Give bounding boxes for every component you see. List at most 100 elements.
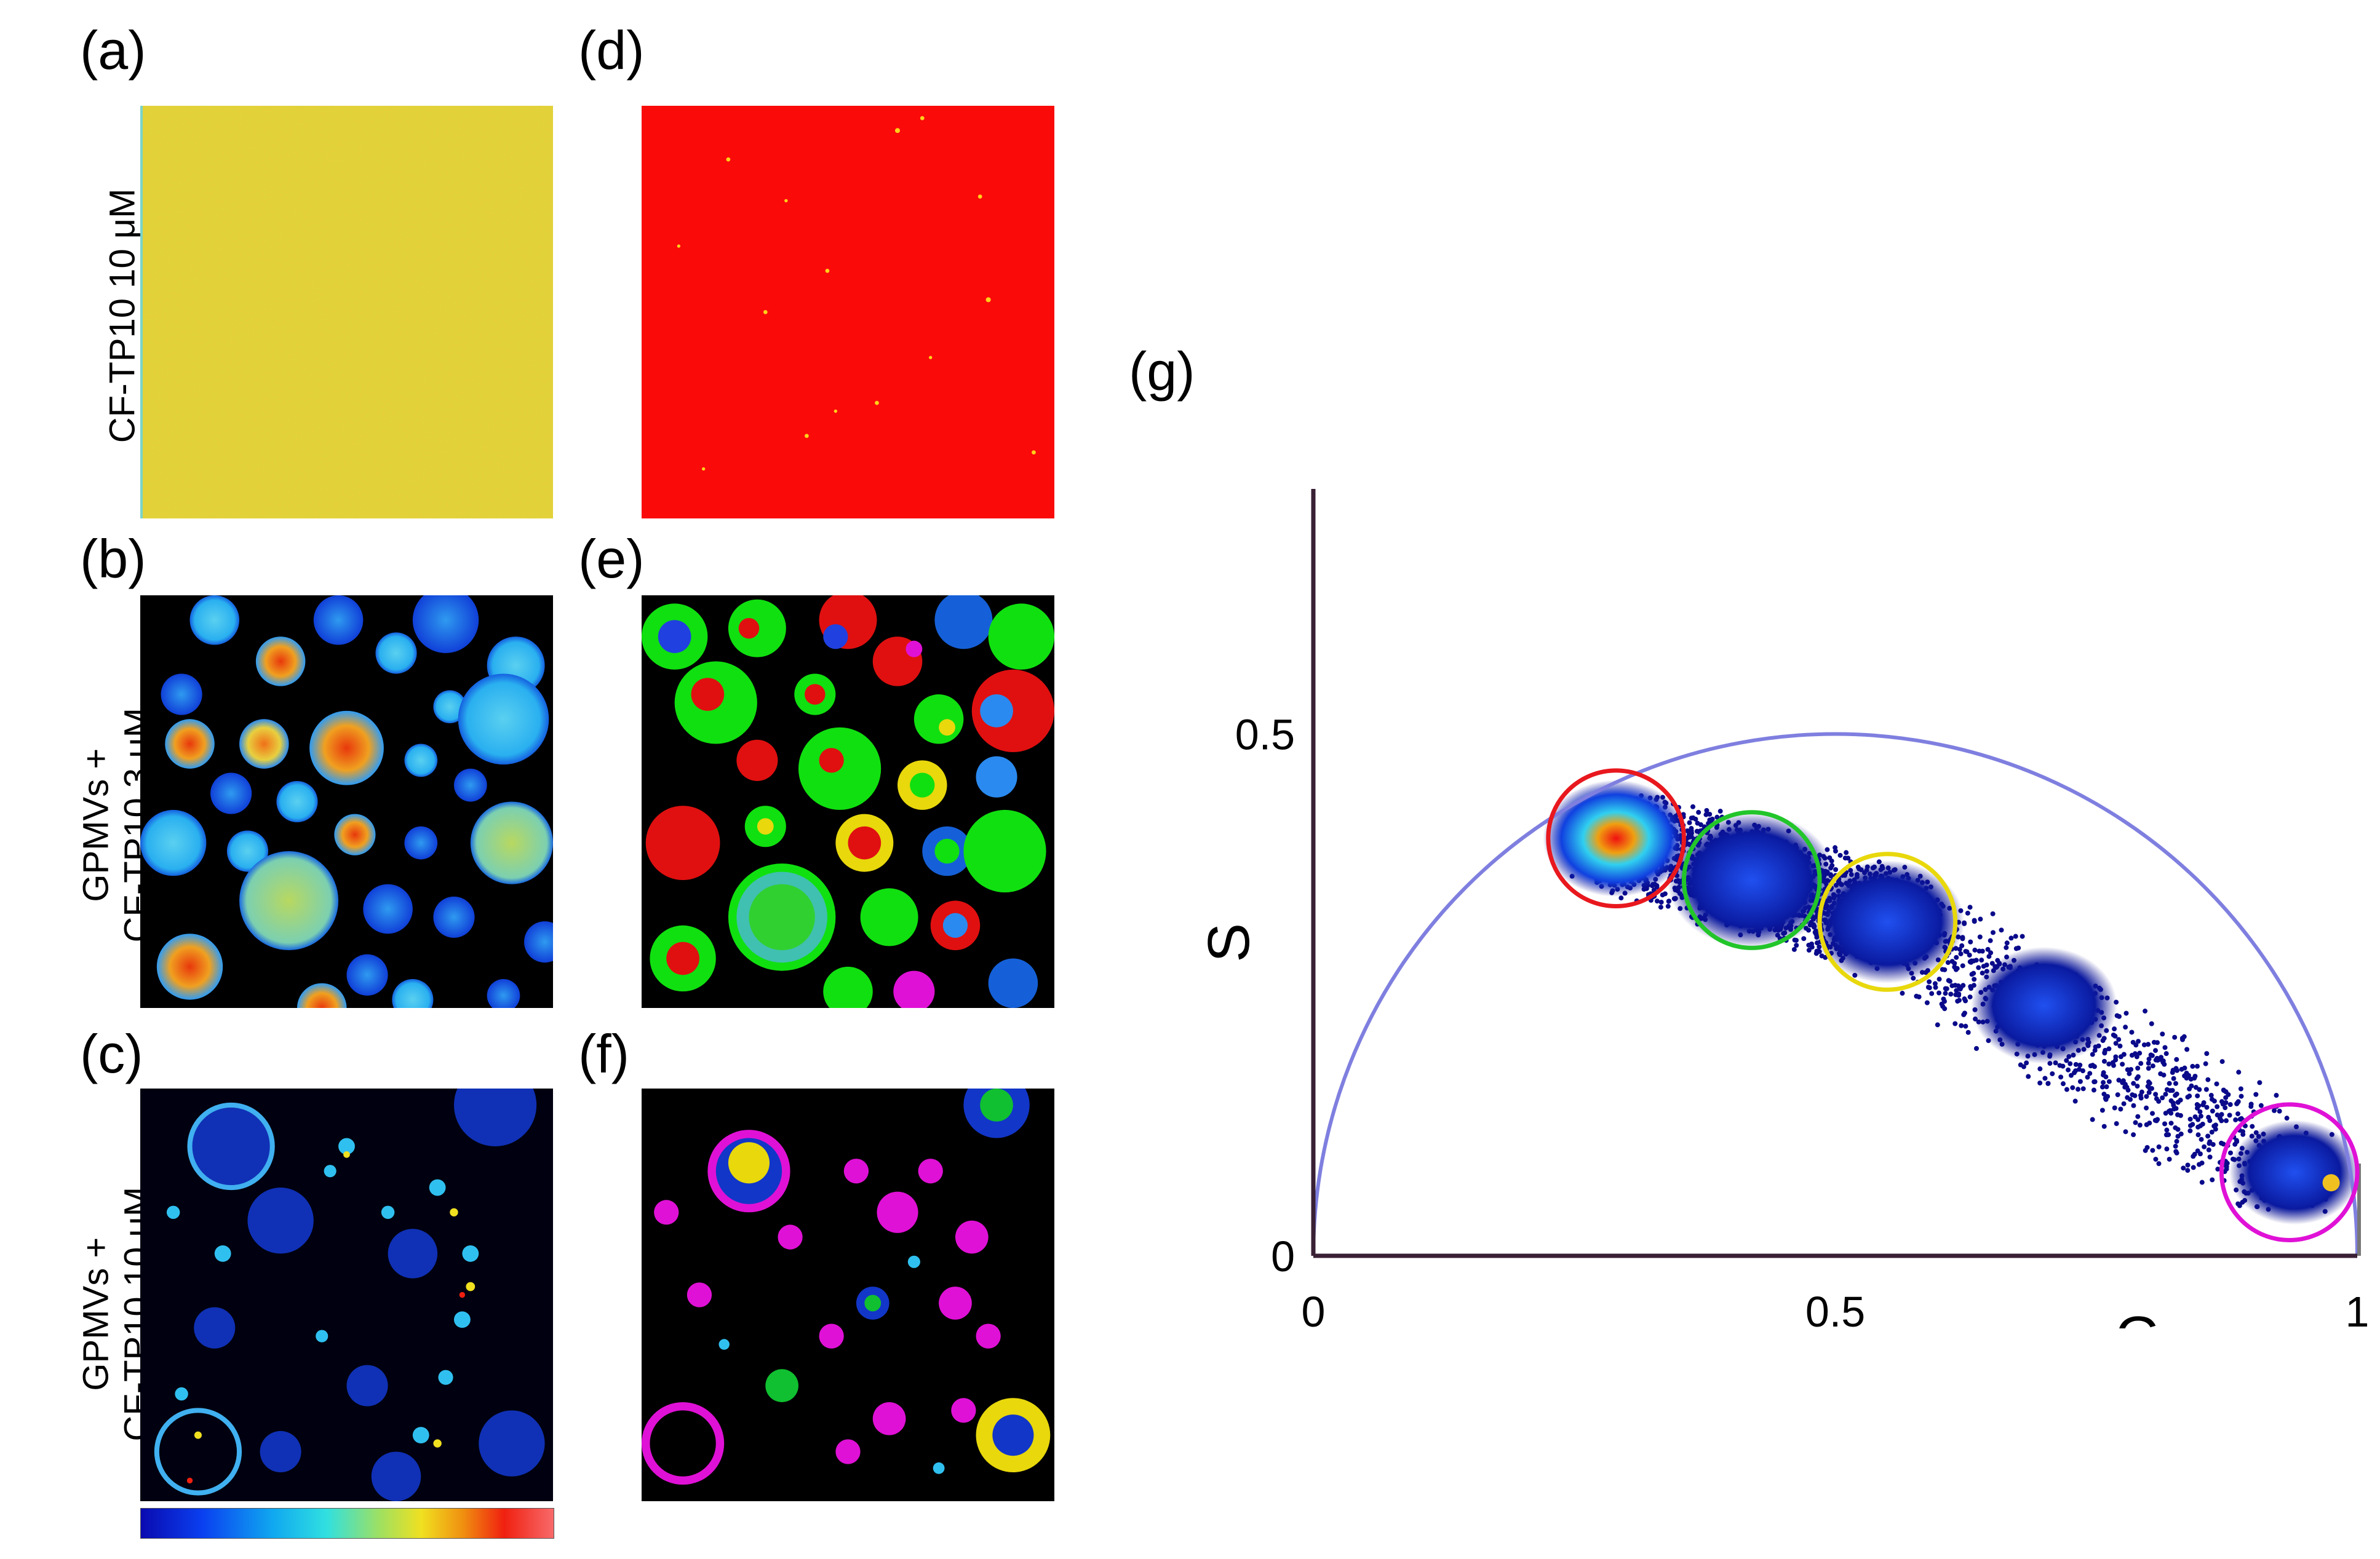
cloud-point: [1946, 978, 1951, 983]
cloud-point: [2106, 1046, 2112, 1052]
cloud-point: [2232, 1141, 2238, 1147]
row-label-1-line1: CF-TP10 10 μM: [102, 188, 143, 443]
cloud-point: [2106, 1079, 2112, 1084]
cloud-point: [1927, 979, 1932, 985]
cloud-point: [2227, 1102, 2233, 1108]
cloud-point: [2116, 1014, 2122, 1019]
cloud-point: [1924, 1000, 1930, 1006]
blob-green: [1667, 812, 1837, 948]
cloud-point: [2211, 1124, 2217, 1129]
cloud-point: [1687, 820, 1692, 825]
cloud-point: [2236, 1069, 2242, 1075]
cloud-point: [2150, 1063, 2155, 1069]
cloud-point: [2080, 1086, 2086, 1092]
panel-label-c: (c): [80, 1023, 143, 1084]
cloud-point: [2120, 1078, 2126, 1084]
cloud-point: [2204, 1105, 2210, 1110]
cloud-point: [2166, 1132, 2171, 1138]
cloud-point: [1707, 811, 1713, 817]
cloud-point: [1961, 1012, 1967, 1017]
cloud-point: [1999, 927, 2004, 933]
cloud-point: [2174, 1150, 2179, 1156]
cloud-point: [2210, 1108, 2215, 1114]
cloud-point: [2253, 1092, 2259, 1097]
cloud-point: [1945, 960, 1951, 966]
cloud-point: [2137, 1122, 2143, 1128]
cloud-point: [1958, 951, 1964, 956]
cloud-point: [1927, 985, 1932, 991]
cloud-point: [2248, 1104, 2254, 1109]
cloud-point: [2091, 1079, 2097, 1085]
blob-red: [1543, 780, 1689, 897]
cloud-point: [2143, 1148, 2148, 1153]
cloud-point: [1943, 991, 1948, 996]
cloud-point: [2198, 1113, 2203, 1119]
cloud-point: [2203, 1061, 2208, 1066]
cloud-point: [2144, 1122, 2149, 1127]
cloud-point: [1971, 958, 1976, 964]
cloud-point: [2064, 1087, 2069, 1092]
cloud-point: [1658, 899, 1664, 905]
cloud-point: [2143, 1009, 2148, 1014]
cloud-point: [2187, 1128, 2193, 1133]
cloud-point: [2113, 1054, 2119, 1060]
cloud-point: [1837, 852, 1843, 858]
cloud-point: [2090, 1117, 2095, 1122]
cloud-point: [2060, 1081, 2066, 1087]
cloud-point: [1935, 1022, 1940, 1028]
cloud-point: [1967, 953, 1972, 958]
cloud-point: [2153, 1092, 2159, 1097]
cloud-point: [1932, 981, 1938, 986]
panel-label-a: (a): [80, 20, 146, 81]
cloud-point: [1948, 991, 1954, 997]
cloud-point: [2080, 1068, 2085, 1074]
cloud-point: [1791, 946, 1797, 952]
cloud-point: [2136, 1039, 2141, 1044]
cloud-point: [2113, 1041, 2119, 1046]
cloud-point: [2155, 1057, 2160, 1063]
cloud-point: [2135, 1074, 2141, 1079]
cloud-point: [2091, 1064, 2097, 1069]
cloud-point: [1954, 954, 1959, 960]
cloud-point: [2114, 1121, 2119, 1127]
cloud-point: [2137, 1050, 2143, 1056]
cloud-point: [2175, 1068, 2180, 1073]
cloud-point: [2189, 1083, 2194, 1089]
cloud-point: [2099, 1108, 2105, 1113]
cloud-point: [2141, 1042, 2147, 1047]
cloud-point: [2131, 1132, 2136, 1138]
cloud-point: [2102, 1050, 2107, 1056]
cloud-point: [1801, 936, 1807, 942]
panel-a-image: [140, 106, 553, 518]
cloud-point: [2127, 1071, 2132, 1076]
cloud-point: [1914, 993, 1919, 999]
panel-c-image: [140, 1089, 553, 1501]
cloud-point: [2164, 1146, 2170, 1152]
cloud-point: [2101, 1070, 2106, 1076]
cloud-point: [2209, 1097, 2215, 1102]
cloud-point: [2021, 1064, 2026, 1069]
cloud-point: [2037, 1080, 2043, 1085]
cloud-point: [2215, 1167, 2221, 1172]
cloud-point: [1967, 994, 1973, 1000]
cloud-point: [2175, 1100, 2181, 1105]
cloud-point: [1658, 905, 1663, 910]
cloud-point: [1665, 903, 1671, 909]
cloud-point: [2238, 1086, 2243, 1092]
cloud-point: [2235, 1201, 2241, 1207]
cloud-point: [2203, 1087, 2209, 1092]
cloud-point: [2239, 1116, 2244, 1121]
cloud-point: [2016, 945, 2021, 951]
cloud-point: [1941, 996, 1946, 1002]
cloud-point: [2099, 1084, 2105, 1090]
cloud-point: [1985, 946, 1991, 952]
cloud-point: [2118, 1106, 2123, 1112]
cloud-point: [2091, 1087, 2096, 1093]
cloud-point: [1662, 891, 1668, 897]
cloud-point: [2103, 1097, 2109, 1102]
cloud-point: [2199, 1180, 2205, 1185]
cloud-point: [1794, 943, 1799, 948]
cloud-point: [1988, 938, 1993, 943]
cloud-point: [2073, 1061, 2079, 1067]
cloud-point: [2227, 1113, 2232, 1118]
